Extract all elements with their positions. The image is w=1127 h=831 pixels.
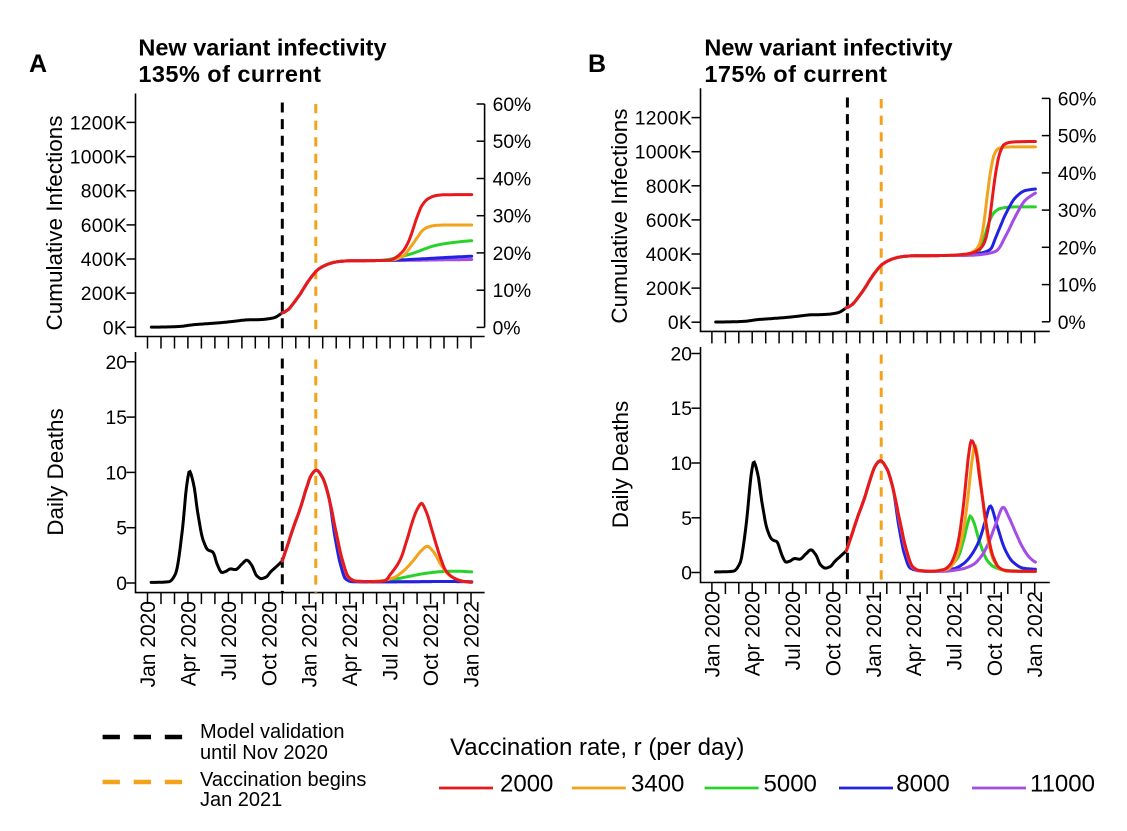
svg-text:800K: 800K xyxy=(81,182,127,203)
svg-text:2000: 2000 xyxy=(500,771,553,798)
svg-text:A: A xyxy=(29,50,47,78)
svg-text:20: 20 xyxy=(671,345,692,366)
svg-text:1000K: 1000K xyxy=(635,143,692,164)
svg-text:0%: 0% xyxy=(1058,313,1086,334)
svg-text:0K: 0K xyxy=(103,318,127,339)
svg-text:600K: 600K xyxy=(81,216,127,237)
svg-text:3400: 3400 xyxy=(631,771,684,798)
svg-text:New variant infectivity: New variant infectivity xyxy=(704,35,952,61)
svg-text:New variant infectivity: New variant infectivity xyxy=(138,35,386,61)
svg-text:Jan 2022: Jan 2022 xyxy=(1024,591,1047,677)
svg-text:15: 15 xyxy=(106,408,127,429)
svg-text:1200K: 1200K xyxy=(70,113,127,134)
svg-text:1000K: 1000K xyxy=(70,148,127,169)
svg-text:40%: 40% xyxy=(1058,164,1097,185)
svg-text:Apr 2021: Apr 2021 xyxy=(903,591,926,676)
svg-text:15: 15 xyxy=(671,399,692,420)
svg-text:5000: 5000 xyxy=(764,771,817,798)
svg-text:Jan 2021: Jan 2021 xyxy=(863,591,886,677)
svg-text:Apr 2020: Apr 2020 xyxy=(177,601,200,686)
svg-text:10: 10 xyxy=(671,454,692,475)
svg-text:Oct 2020: Oct 2020 xyxy=(258,601,281,686)
svg-text:Jan 2021: Jan 2021 xyxy=(299,601,322,687)
svg-text:Model validation: Model validation xyxy=(200,721,345,743)
svg-text:11000: 11000 xyxy=(1030,771,1095,798)
svg-text:Daily Deaths: Daily Deaths xyxy=(43,408,68,536)
svg-text:Cumulative Infections: Cumulative Infections xyxy=(42,115,67,330)
svg-text:135% of current: 135% of current xyxy=(138,61,321,87)
svg-text:30%: 30% xyxy=(1058,201,1097,222)
svg-text:600K: 600K xyxy=(646,211,692,232)
svg-text:60%: 60% xyxy=(1058,89,1097,110)
svg-text:Oct 2021: Oct 2021 xyxy=(420,601,443,686)
svg-text:B: B xyxy=(588,50,606,78)
svg-text:Vaccination rate, r (per day): Vaccination rate, r (per day) xyxy=(450,734,744,761)
svg-text:400K: 400K xyxy=(646,245,692,266)
svg-text:Daily Deaths: Daily Deaths xyxy=(608,401,633,529)
svg-text:20%: 20% xyxy=(493,244,532,265)
svg-text:5: 5 xyxy=(116,519,127,540)
svg-text:Apr 2020: Apr 2020 xyxy=(742,591,765,676)
svg-text:800K: 800K xyxy=(646,177,692,198)
svg-text:Jul 2020: Jul 2020 xyxy=(218,601,241,680)
svg-text:60%: 60% xyxy=(493,95,532,116)
svg-text:Oct 2021: Oct 2021 xyxy=(984,591,1007,676)
svg-text:Vaccination begins: Vaccination begins xyxy=(200,769,366,791)
svg-text:0%: 0% xyxy=(493,318,521,339)
svg-text:10%: 10% xyxy=(1058,276,1097,297)
svg-text:10: 10 xyxy=(106,463,127,484)
svg-text:5: 5 xyxy=(681,509,692,530)
svg-text:30%: 30% xyxy=(493,207,532,228)
svg-text:20: 20 xyxy=(106,353,127,374)
svg-text:200K: 200K xyxy=(81,284,127,305)
svg-text:8000: 8000 xyxy=(896,771,949,798)
svg-text:Jul 2020: Jul 2020 xyxy=(782,591,805,670)
svg-text:200K: 200K xyxy=(646,279,692,300)
svg-text:0: 0 xyxy=(116,574,127,595)
svg-text:Cumulative Infections: Cumulative Infections xyxy=(607,108,632,323)
svg-text:Apr 2021: Apr 2021 xyxy=(339,601,362,686)
svg-text:20%: 20% xyxy=(1058,238,1097,259)
svg-text:1200K: 1200K xyxy=(635,109,692,130)
svg-text:until Nov 2020: until Nov 2020 xyxy=(200,742,328,764)
svg-text:Jan 2020: Jan 2020 xyxy=(701,591,724,677)
svg-text:Jul 2021: Jul 2021 xyxy=(380,601,403,680)
svg-text:0K: 0K xyxy=(668,313,692,334)
svg-text:40%: 40% xyxy=(493,170,532,191)
svg-text:Oct 2020: Oct 2020 xyxy=(822,591,845,676)
svg-text:400K: 400K xyxy=(81,250,127,271)
svg-text:Jan 2021: Jan 2021 xyxy=(200,789,282,811)
svg-text:0: 0 xyxy=(681,564,692,585)
svg-text:Jan 2022: Jan 2022 xyxy=(461,601,484,687)
svg-text:10%: 10% xyxy=(493,281,532,302)
svg-text:Jul 2021: Jul 2021 xyxy=(944,591,967,670)
svg-text:50%: 50% xyxy=(1058,127,1097,148)
svg-text:Jan 2020: Jan 2020 xyxy=(137,601,160,687)
svg-text:175% of current: 175% of current xyxy=(704,61,887,87)
svg-text:50%: 50% xyxy=(493,132,532,153)
